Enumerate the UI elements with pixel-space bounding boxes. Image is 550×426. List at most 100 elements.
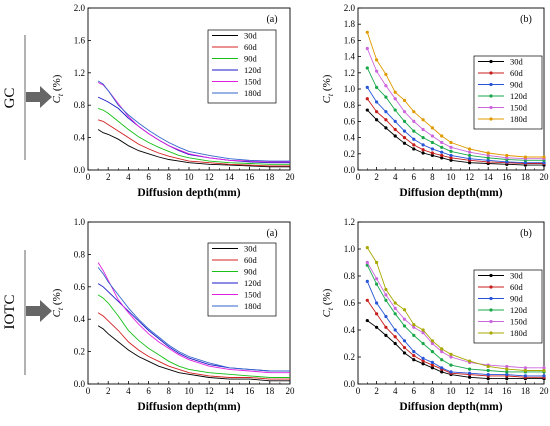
legend-label: 90d — [244, 54, 258, 64]
x-tick-label: 20 — [540, 172, 550, 182]
data-point-180d — [468, 359, 472, 363]
data-point-150d — [440, 350, 444, 354]
x-tick-label: 20 — [540, 386, 550, 396]
legend-marker — [489, 331, 493, 335]
y-tick-label: 0.0 — [74, 379, 86, 389]
y-tick-label: 0.0 — [74, 165, 86, 175]
x-tick-label: 12 — [205, 386, 214, 396]
data-point-30d — [421, 362, 425, 366]
data-point-150d — [365, 260, 369, 265]
data-point-90d — [421, 143, 425, 147]
legend-label: 150d — [510, 103, 528, 113]
data-point-180d — [430, 126, 434, 130]
data-point-60d — [412, 354, 416, 358]
x-tick-label: 18 — [521, 172, 531, 182]
data-point-90d — [402, 339, 407, 343]
legend-label: 120d — [244, 65, 262, 75]
data-point-30d — [393, 341, 397, 346]
arrow-right-icon — [26, 86, 52, 108]
x-tick-label: 8 — [167, 172, 172, 182]
x-axis-label: Diffusion depth(mm) — [137, 187, 240, 199]
data-point-30d — [468, 375, 472, 379]
data-point-180d — [412, 110, 416, 114]
x-tick-label: 14 — [225, 172, 235, 182]
y-tick-label: 0.4 — [344, 325, 356, 335]
data-point-90d — [449, 370, 453, 374]
x-axis-label: Diffusion depth(mm) — [137, 401, 240, 413]
x-tick-label: 8 — [430, 386, 435, 396]
data-point-30d — [365, 318, 369, 323]
data-point-180d — [430, 339, 434, 343]
data-point-120d — [449, 149, 453, 153]
data-point-90d — [421, 356, 425, 360]
data-point-30d — [430, 366, 434, 370]
y-tick-label: 0.2 — [344, 149, 355, 159]
data-point-150d — [440, 140, 444, 145]
data-point-60d — [449, 156, 453, 160]
data-point-90d — [384, 110, 388, 114]
data-point-150d — [402, 317, 407, 321]
data-point-60d — [375, 312, 379, 316]
data-point-150d — [412, 119, 416, 123]
data-point-180d — [449, 140, 453, 145]
data-point-120d — [375, 282, 379, 286]
data-point-120d — [384, 298, 388, 302]
data-point-60d — [440, 153, 444, 158]
data-point-180d — [505, 367, 509, 371]
data-point-120d — [365, 66, 369, 70]
x-axis-label: Diffusion depth(mm) — [399, 401, 502, 413]
data-point-150d — [468, 150, 472, 154]
chart-panel-gc-b: 0 2 4 6 8 10 12 14 16 18 20 0.0 0.2 0.4 0.6 0.8 1.0 1.2 1.… — [321, 3, 549, 199]
x-tick-label: 14 — [484, 172, 494, 182]
row-gc: GC — [2, 35, 52, 160]
series-line-60d — [97, 119, 290, 167]
data-point-60d — [384, 118, 388, 122]
x-tick-label: 2 — [106, 172, 111, 182]
data-point-120d — [440, 145, 444, 149]
legend-label: 150d — [244, 290, 262, 300]
legend-label: 30d — [244, 244, 258, 254]
data-point-120d — [393, 312, 397, 316]
y-tick-label: 1.8 — [344, 19, 356, 29]
data-point-180d — [468, 147, 472, 151]
legend-box — [207, 29, 277, 104]
data-point-180d — [384, 72, 388, 77]
data-point-180d — [421, 328, 425, 332]
y-tick-label: 1.0 — [344, 244, 356, 254]
x-tick-label: 16 — [502, 386, 512, 396]
x-tick-label: 0 — [86, 386, 91, 396]
y-tick-label: 0.8 — [344, 271, 356, 281]
x-tick-label: 10 — [185, 172, 195, 182]
x-tick-label: 12 — [205, 172, 214, 182]
series-line-30d — [97, 129, 290, 168]
legend-marker — [489, 94, 493, 98]
data-point-90d — [440, 150, 444, 154]
data-point-180d — [421, 118, 425, 122]
legend-label: 60d — [244, 42, 258, 52]
legend-label: 150d — [244, 77, 262, 87]
legend-marker — [489, 117, 493, 121]
y-axis-label: Ct (%) — [321, 288, 335, 317]
data-point-120d — [449, 363, 453, 367]
y-tick-label: 1.0 — [74, 217, 86, 227]
data-point-180d — [440, 134, 444, 138]
x-tick-label: 20 — [286, 172, 296, 182]
data-point-180d — [402, 98, 407, 102]
row-iotc: IOTC — [2, 250, 52, 375]
data-point-150d — [449, 145, 453, 149]
data-point-60d — [365, 298, 369, 302]
x-tick-label: 14 — [225, 386, 235, 396]
data-point-60d — [393, 127, 397, 132]
legend-box — [473, 269, 543, 344]
legend-marker — [489, 273, 493, 278]
data-point-120d — [384, 95, 388, 99]
data-point-150d — [402, 110, 407, 114]
x-tick-label: 6 — [412, 172, 417, 182]
series-line-90d — [97, 107, 290, 165]
data-point-60d — [421, 359, 425, 363]
y-tick-label: 1.6 — [74, 35, 86, 45]
legend-label: 150d — [510, 317, 528, 327]
data-point-180d — [393, 90, 397, 94]
x-tick-label: 10 — [447, 386, 457, 396]
